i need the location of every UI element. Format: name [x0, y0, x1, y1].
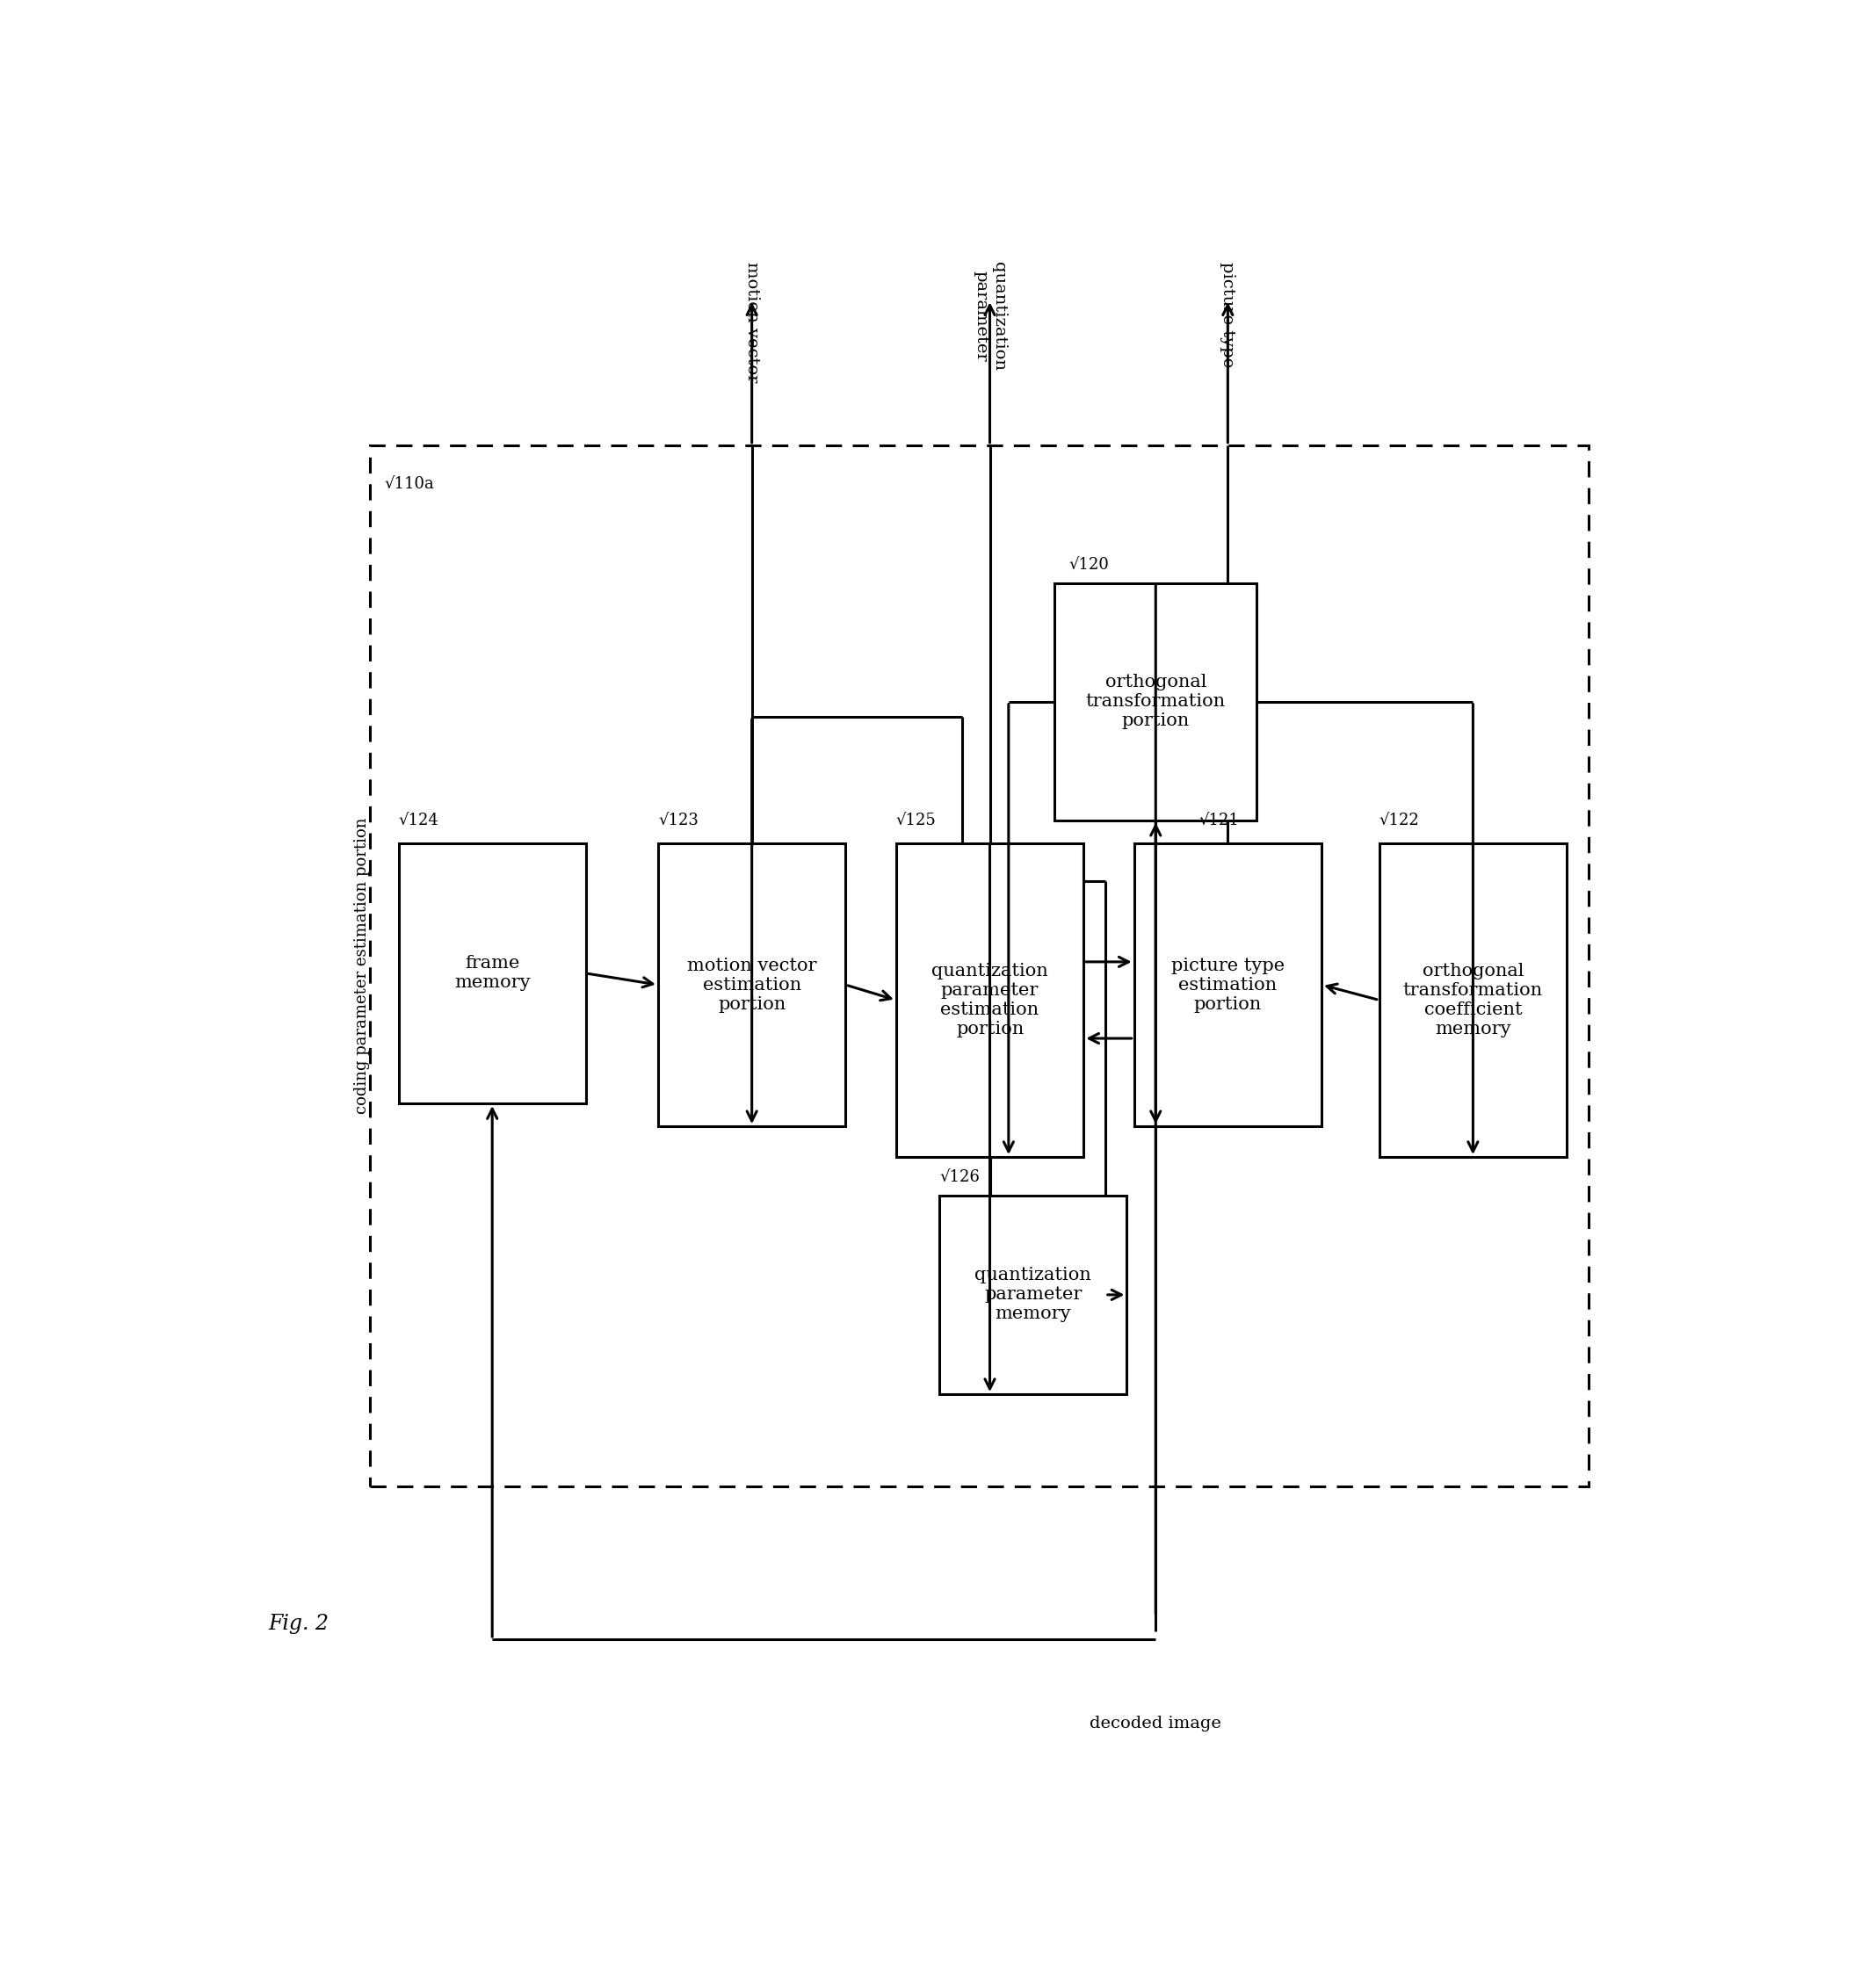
Text: √125: √125: [897, 811, 936, 827]
Text: motion vector
estimation
portion: motion vector estimation portion: [687, 956, 817, 1012]
Text: √121: √121: [1198, 811, 1239, 827]
Text: orthogonal
transformation
portion: orthogonal transformation portion: [1085, 674, 1226, 730]
Text: decoded image: decoded image: [1091, 1716, 1221, 1732]
Bar: [1055, 582, 1256, 821]
Bar: [659, 843, 845, 1127]
Bar: [897, 843, 1083, 1157]
Text: √123: √123: [659, 811, 698, 827]
Text: √126: √126: [940, 1169, 979, 1185]
Text: orthogonal
transformation
coefficient
memory: orthogonal transformation coefficient me…: [1403, 962, 1543, 1038]
Bar: [1379, 843, 1567, 1157]
Text: picture type: picture type: [1221, 262, 1236, 368]
Text: frame
memory: frame memory: [454, 956, 530, 992]
Text: √122: √122: [1379, 811, 1420, 827]
Text: √124: √124: [398, 811, 439, 827]
Bar: [940, 1195, 1128, 1394]
Text: Fig. 2: Fig. 2: [268, 1614, 329, 1634]
Text: √120: √120: [1068, 557, 1109, 573]
Bar: [370, 445, 1589, 1487]
Text: picture type
estimation
portion: picture type estimation portion: [1171, 956, 1284, 1012]
Text: quantization
parameter
estimation
portion: quantization parameter estimation portio…: [932, 962, 1048, 1038]
Text: quantization
parameter: quantization parameter: [973, 262, 1007, 370]
Bar: [1133, 843, 1321, 1127]
Text: coding parameter estimation portion: coding parameter estimation portion: [355, 817, 370, 1113]
Text: quantization
parameter
memory: quantization parameter memory: [975, 1266, 1091, 1322]
Text: motion vector: motion vector: [744, 262, 759, 382]
Bar: [398, 843, 586, 1103]
Text: √110a: √110a: [383, 475, 434, 491]
